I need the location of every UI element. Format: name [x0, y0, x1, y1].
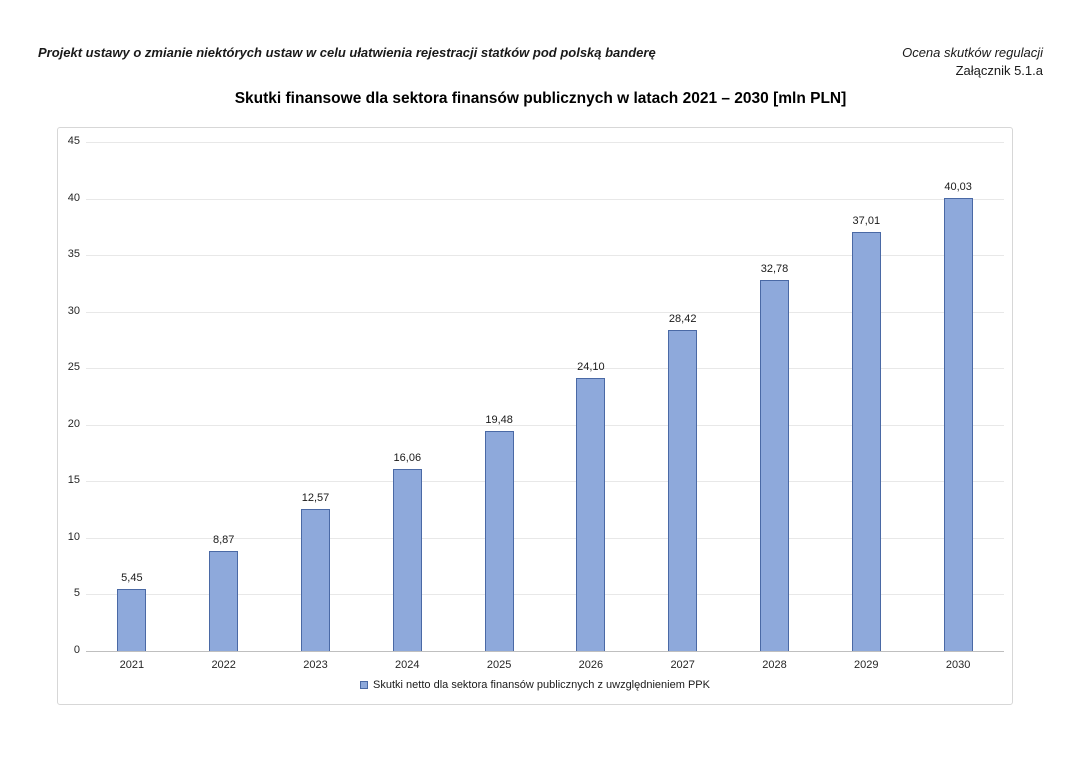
bar-chart: Skutki netto dla sektora finansów public…: [57, 127, 1013, 705]
document-header-left: Projekt ustawy o zmianie niektórych usta…: [38, 45, 656, 60]
bar-value-label: 8,87: [212, 533, 235, 546]
x-axis-tick-label: 2023: [303, 659, 328, 671]
bar-2025: [484, 430, 514, 651]
y-gridline: [86, 481, 1004, 483]
bar-value-label: 28,42: [668, 312, 697, 325]
legend-series-label: Skutki netto dla sektora finansów public…: [373, 679, 710, 691]
bar-value-label: 19,48: [485, 413, 513, 426]
y-gridline: [86, 142, 1004, 143]
x-axis-tick-label: 2022: [211, 659, 236, 671]
bar-2030: [943, 198, 973, 651]
bar-2024: [392, 469, 422, 651]
y-gridline: [86, 255, 1004, 257]
chart-legend: Skutki netto dla sektora finansów public…: [58, 679, 1012, 691]
bar-2026: [576, 378, 606, 651]
bar-value-label: 5,45: [121, 572, 143, 585]
chart-title: Skutki finansowe dla sektora finansów pu…: [234, 90, 847, 107]
y-gridline: [86, 594, 1004, 596]
legend-series-marker: [360, 681, 369, 689]
x-axis-tick-label: 2025: [486, 659, 512, 671]
y-axis-tick-label: 10: [67, 530, 80, 543]
bar-value-label: 16,06: [393, 452, 422, 465]
y-axis-tick-label: 35: [67, 248, 80, 261]
y-gridline: [86, 424, 1004, 426]
y-gridline: [86, 311, 1004, 313]
x-axis-tick-label: 2029: [854, 659, 879, 671]
bar-value-label: 24,10: [577, 361, 605, 374]
bar-2028: [760, 280, 789, 651]
bar-2021: [117, 589, 147, 651]
bar-value-label: 12,57: [301, 491, 330, 504]
y-gridline: [86, 368, 1004, 370]
x-axis-tick-label: 2024: [395, 659, 420, 671]
header-right-line2: Załącznik 5.1.a: [955, 63, 1043, 78]
y-axis-tick-label: 30: [67, 304, 80, 317]
y-gridline: [86, 198, 1004, 200]
y-axis-tick-label: 15: [67, 474, 80, 487]
bar-value-label: 32,78: [760, 263, 789, 276]
x-axis-tick-label: 2028: [762, 659, 787, 671]
y-gridline: [86, 537, 1004, 539]
x-axis-tick-label: 2021: [119, 659, 145, 671]
x-axis-tick-label: 2030: [945, 659, 971, 671]
header-right-line1: Ocena skutków regulacji: [902, 45, 1043, 60]
bar-value-label: 37,01: [852, 215, 881, 228]
y-axis-tick-label: 40: [67, 191, 80, 204]
bar-value-label: 40,03: [944, 181, 972, 194]
bar-2027: [668, 329, 698, 651]
y-axis-tick-label: 20: [67, 417, 80, 430]
x-axis-tick-label: 2027: [670, 659, 695, 671]
y-axis-tick-label: 5: [73, 587, 80, 600]
x-axis-line: [86, 651, 1004, 652]
document-header-right: Ocena skutków regulacji Załącznik 5.1.a: [783, 44, 1043, 80]
y-axis-tick-label: 45: [67, 135, 80, 147]
bar-2023: [301, 508, 330, 651]
bar-2022: [209, 550, 239, 651]
bar-2029: [851, 232, 881, 651]
y-axis-tick-label: 25: [67, 361, 80, 374]
x-axis-tick-label: 2026: [578, 659, 604, 671]
y-axis-tick-label: 0: [73, 644, 80, 656]
